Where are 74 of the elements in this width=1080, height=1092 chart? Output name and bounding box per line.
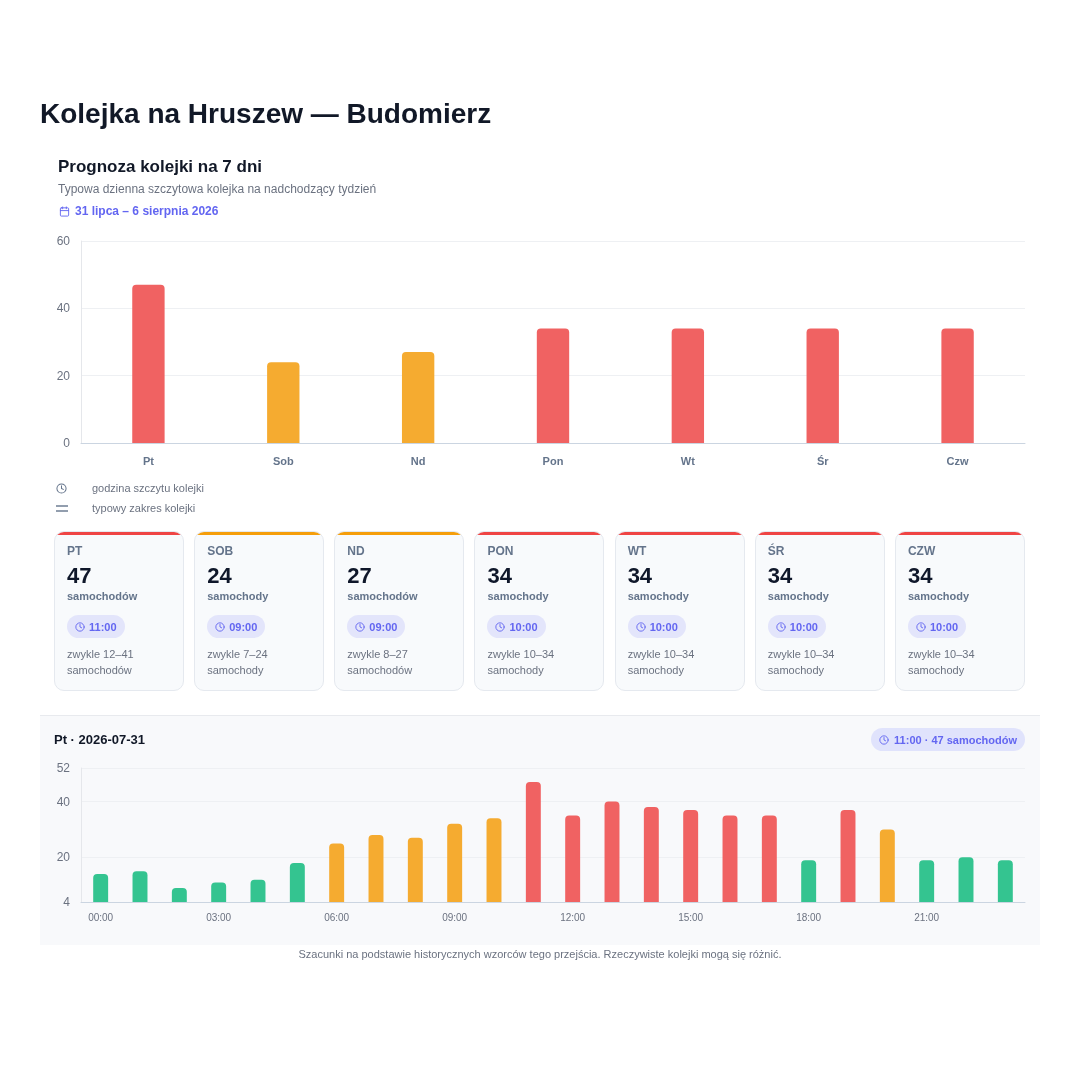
x-tick-label: 21:00	[914, 911, 940, 923]
text: typowy zakres kolejki	[92, 502, 196, 514]
bar	[132, 284, 165, 443]
text: 09:00	[369, 620, 398, 633]
text: 24	[207, 563, 232, 589]
text: samochody	[767, 589, 829, 603]
text: 10:00	[789, 620, 818, 633]
text: zwykle 12–41 samochodów	[67, 647, 135, 678]
text: 11:00	[89, 620, 117, 633]
text: CZW	[907, 544, 936, 558]
text: ŚR	[767, 544, 785, 558]
x-tick-label: Śr	[816, 454, 830, 467]
x-tick-label: 09:00	[442, 911, 468, 923]
text: 34	[627, 563, 653, 589]
x-tick-label: 15:00	[678, 911, 704, 923]
bar	[267, 362, 300, 443]
text: samochody	[207, 589, 269, 603]
text: samochodów	[347, 589, 418, 603]
y-tick-label: 20	[56, 850, 71, 865]
bar	[806, 328, 839, 443]
text: zwykle 7–24 samochody	[207, 647, 269, 678]
x-tick-label: 12:00	[560, 911, 586, 923]
bar	[536, 328, 570, 443]
x-tick-label: Nd	[410, 454, 426, 467]
x-tick-label: 00:00	[88, 911, 114, 923]
text: PT	[67, 544, 83, 558]
x-tick-label: 06:00	[324, 911, 350, 923]
bar	[401, 352, 435, 443]
y-tick-label: 40	[56, 301, 71, 316]
text: WT	[627, 544, 647, 558]
text: samochody	[487, 589, 549, 603]
x-tick-label: Sob	[272, 454, 294, 467]
x-tick-label: 18:00	[796, 911, 822, 923]
text: 34	[487, 563, 512, 589]
text: 47	[67, 563, 92, 589]
text: zwykle 10–34 samochody	[767, 647, 836, 678]
text: zwykle 8–27 samochodów	[347, 647, 414, 678]
x-tick-label: 03:00	[206, 911, 232, 923]
chart-title: Prognoza kolejki na 7 dni	[58, 156, 263, 178]
y-tick-label: 60	[56, 234, 71, 248]
text: 11:00 · 47 samochodów	[894, 733, 1017, 746]
text: 34	[767, 563, 793, 589]
text: 34	[907, 563, 933, 589]
bar	[671, 328, 705, 443]
y-tick-label: 52	[56, 761, 71, 775]
y-tick-label: 40	[56, 794, 71, 809]
x-tick-label: Pon	[542, 454, 564, 467]
text: Kolejka na Hruszew — Budomierz	[40, 97, 492, 131]
y-tick-label: 0	[63, 436, 71, 450]
text: zwykle 10–34 samochody	[487, 647, 556, 678]
text: Szacunki na podstawie historycznych wzorców tego przejścia. Rzeczywiste kolejki mogą się różnić.	[297, 947, 783, 962]
x-tick-label: Pt	[142, 454, 155, 467]
chart-title: Pt · 2026-07-31	[54, 732, 146, 748]
text: zwykle 10–34 samochody	[627, 647, 696, 678]
text: 10:00	[929, 620, 959, 633]
text: PON	[487, 544, 514, 558]
chart-subtitle: Typowa dzienna szczytowa kolejka na nadchodzący tydzień	[58, 181, 377, 197]
text: 10:00	[509, 620, 538, 633]
y-tick-label: 4	[63, 895, 71, 909]
text: samochodów	[67, 589, 138, 603]
x-tick-label: Czw	[946, 454, 970, 467]
bar	[941, 328, 974, 443]
y-tick-label: 20	[56, 368, 71, 383]
text: 10:00	[649, 620, 678, 633]
text: samochody	[907, 589, 970, 603]
text: zwykle 10–34 samochody	[907, 647, 976, 678]
text: ND	[347, 544, 365, 558]
x-tick-label: Wt	[680, 454, 696, 467]
text: samochody	[627, 589, 689, 603]
text: SOB	[207, 544, 234, 558]
text: godzina szczytu kolejki	[92, 482, 204, 494]
text: 31 lipca – 6 sierpnia 2026	[75, 204, 219, 218]
text: 27	[347, 563, 372, 589]
text: 09:00	[229, 620, 258, 633]
